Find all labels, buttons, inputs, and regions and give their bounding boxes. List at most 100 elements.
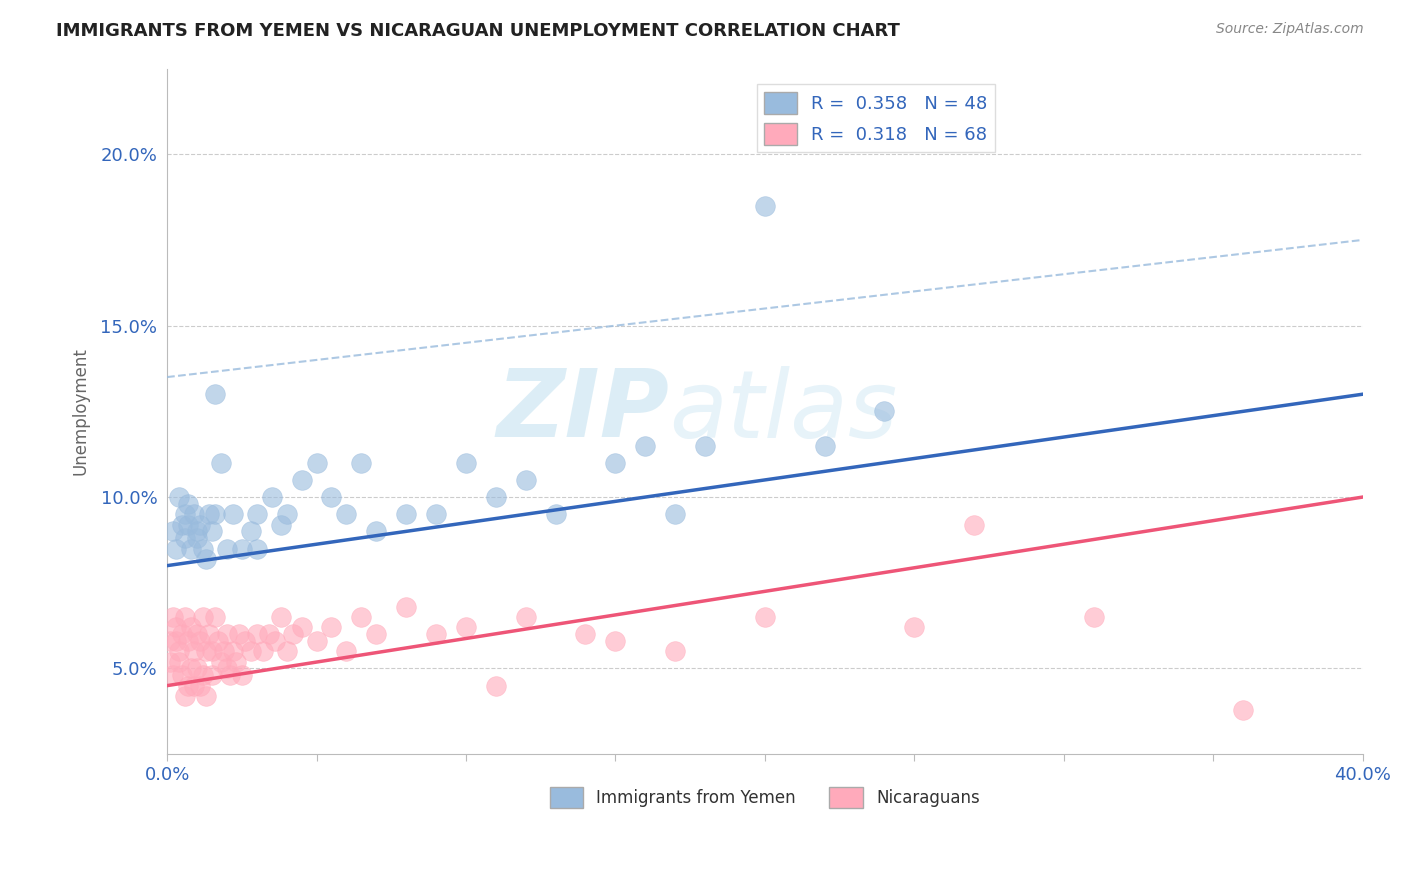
Point [177, 679, 200, 693]
Point [186, 531, 208, 545]
Point [290, 473, 312, 487]
Point [395, 599, 418, 614]
Point [162, 668, 184, 682]
Point [209, 456, 232, 470]
Point [222, 644, 245, 658]
Point [204, 507, 226, 521]
Point [212, 644, 235, 658]
Point [485, 490, 508, 504]
Point [228, 627, 250, 641]
Point [305, 634, 328, 648]
Point [335, 507, 357, 521]
Point [174, 507, 197, 521]
Point [290, 620, 312, 634]
Point [174, 689, 197, 703]
Point [1232, 703, 1254, 717]
Point [350, 610, 373, 624]
Point [180, 661, 202, 675]
Point [188, 634, 211, 648]
Point [425, 507, 447, 521]
Legend: Immigrants from Yemen, Nicaraguans: Immigrants from Yemen, Nicaraguans [543, 780, 987, 814]
Point [239, 644, 262, 658]
Point [664, 644, 686, 658]
Point [664, 507, 686, 521]
Text: Source: ZipAtlas.com: Source: ZipAtlas.com [1216, 22, 1364, 37]
Point [246, 627, 269, 641]
Point [305, 456, 328, 470]
Point [239, 524, 262, 539]
Point [281, 627, 304, 641]
Point [170, 627, 193, 641]
Point [198, 627, 221, 641]
Point [159, 634, 181, 648]
Point [201, 524, 224, 539]
Point [204, 387, 226, 401]
Point [183, 679, 205, 693]
Point [366, 627, 388, 641]
Point [198, 507, 221, 521]
Point [177, 497, 200, 511]
Point [191, 610, 214, 624]
Point [218, 668, 240, 682]
Point [335, 644, 357, 658]
Point [963, 517, 986, 532]
Point [162, 524, 184, 539]
Text: atlas: atlas [669, 366, 897, 457]
Point [167, 644, 190, 658]
Point [165, 541, 187, 556]
Point [454, 620, 477, 634]
Point [544, 507, 567, 521]
Point [813, 439, 835, 453]
Point [903, 620, 925, 634]
Point [177, 634, 200, 648]
Point [174, 531, 197, 545]
Point [204, 610, 226, 624]
Point [215, 661, 238, 675]
Point [170, 517, 193, 532]
Point [257, 627, 280, 641]
Point [515, 473, 537, 487]
Point [170, 668, 193, 682]
Point [194, 644, 217, 658]
Point [263, 634, 285, 648]
Point [207, 634, 229, 648]
Point [162, 610, 184, 624]
Point [754, 610, 776, 624]
Point [395, 507, 418, 521]
Point [167, 655, 190, 669]
Point [515, 610, 537, 624]
Point [350, 456, 373, 470]
Point [186, 661, 208, 675]
Point [693, 439, 716, 453]
Point [605, 634, 627, 648]
Point [276, 644, 298, 658]
Point [215, 541, 238, 556]
Text: ZIP: ZIP [496, 366, 669, 458]
Point [260, 490, 283, 504]
Point [159, 655, 181, 669]
Point [231, 541, 253, 556]
Point [246, 507, 269, 521]
Point [165, 620, 187, 634]
Point [180, 541, 202, 556]
Point [270, 610, 292, 624]
Point [605, 456, 627, 470]
Point [225, 655, 247, 669]
Point [270, 517, 292, 532]
Point [366, 524, 388, 539]
Point [321, 490, 343, 504]
Point [873, 404, 896, 418]
Point [276, 507, 298, 521]
Point [180, 620, 202, 634]
Point [194, 551, 217, 566]
Point [634, 439, 657, 453]
Point [183, 644, 205, 658]
Point [209, 655, 232, 669]
Point [231, 668, 253, 682]
Point [321, 620, 343, 634]
Point [201, 668, 224, 682]
Point [485, 679, 508, 693]
Point [754, 199, 776, 213]
Point [425, 627, 447, 641]
Point [191, 541, 214, 556]
